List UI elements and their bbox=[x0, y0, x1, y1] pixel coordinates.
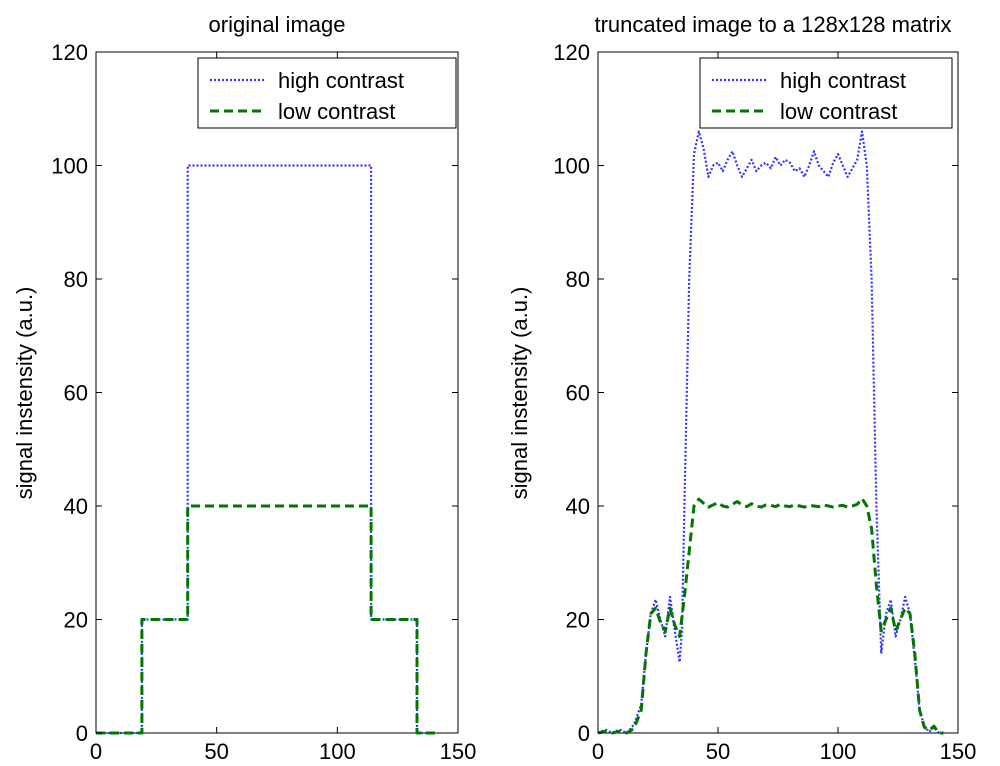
y-tick-label: 120 bbox=[51, 40, 88, 65]
y-tick-label: 20 bbox=[64, 608, 88, 633]
y-tick-label: 40 bbox=[64, 494, 88, 519]
y-tick-label: 120 bbox=[553, 40, 590, 65]
y-tick-label: 100 bbox=[553, 154, 590, 179]
series-line-low-contrast bbox=[96, 504, 437, 735]
y-tick-label: 60 bbox=[64, 381, 88, 406]
legend-label-high-contrast: high contrast bbox=[278, 68, 404, 93]
x-tick-label: 0 bbox=[592, 739, 604, 764]
x-tick-label: 100 bbox=[820, 739, 857, 764]
y-tick-label: 60 bbox=[566, 381, 590, 406]
y-tick-label: 80 bbox=[566, 267, 590, 292]
y-tick-label: 80 bbox=[64, 267, 88, 292]
y-tick-label: 0 bbox=[76, 721, 88, 746]
chart-panel-truncated: truncated image to a 128x128 matrix sign… bbox=[507, 12, 976, 764]
series-line-high-contrast bbox=[96, 164, 437, 735]
x-tick-label: 50 bbox=[706, 739, 730, 764]
y-axis-label: signal instensity (a.u.) bbox=[12, 287, 37, 500]
legend-box bbox=[699, 57, 953, 129]
legend: high contrast low contrast bbox=[699, 57, 953, 129]
plot-area: 0 50 100 150 0 20 40 60 80 100 120 bbox=[553, 40, 976, 764]
x-tick-label: 100 bbox=[319, 739, 356, 764]
plot-area: 0 50 100 150 0 20 40 60 80 100 120 bbox=[51, 40, 476, 764]
x-tick-label: 0 bbox=[90, 739, 102, 764]
legend-box bbox=[197, 57, 457, 129]
y-tick-label: 20 bbox=[566, 608, 590, 633]
legend: high contrast low contrast bbox=[197, 57, 457, 129]
x-tick-label: 150 bbox=[940, 739, 977, 764]
y-axis-label: signal instensity (a.u.) bbox=[507, 287, 532, 500]
x-tick-label: 150 bbox=[440, 739, 477, 764]
y-tick-label: 40 bbox=[566, 494, 590, 519]
x-tick-label: 50 bbox=[204, 739, 228, 764]
series-line-low-contrast bbox=[597, 497, 944, 735]
y-tick-label: 100 bbox=[51, 154, 88, 179]
chart-panel-original: original image signal instensity (a.u.) … bbox=[12, 12, 476, 764]
y-tick-label: 0 bbox=[578, 721, 590, 746]
legend-label-low-contrast: low contrast bbox=[278, 99, 395, 124]
chart-title: original image bbox=[209, 12, 346, 37]
series-line-high-contrast bbox=[597, 130, 944, 735]
axes-frame bbox=[95, 51, 459, 734]
chart-title: truncated image to a 128x128 matrix bbox=[594, 12, 951, 37]
legend-label-high-contrast: high contrast bbox=[780, 68, 906, 93]
axes-frame bbox=[597, 51, 959, 734]
legend-label-low-contrast: low contrast bbox=[780, 99, 897, 124]
